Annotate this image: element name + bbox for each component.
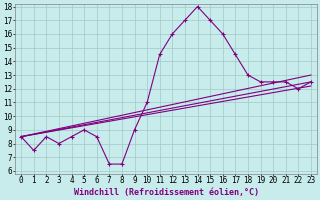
X-axis label: Windchill (Refroidissement éolien,°C): Windchill (Refroidissement éolien,°C) xyxy=(74,188,259,197)
